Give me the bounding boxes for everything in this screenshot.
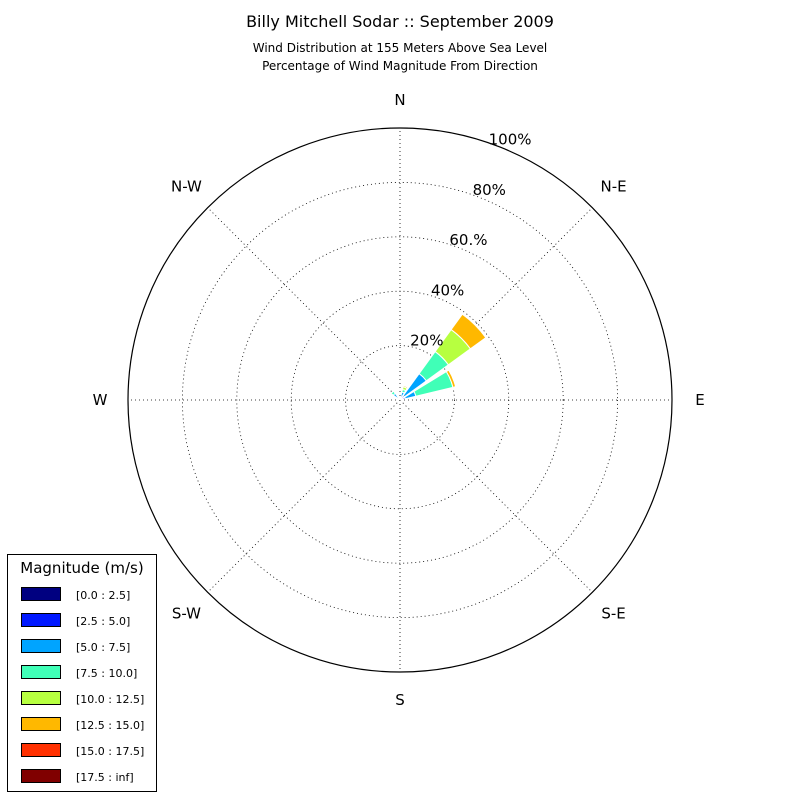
radial-tick-label-80: 80% [473,181,506,199]
legend-label: [12.5 : 15.0] [76,719,145,732]
radial-tick-label-40: 40% [431,281,464,299]
radial-gridline-60 [236,236,564,564]
legend-label: [7.5 : 10.0] [76,667,138,680]
spoke-n-w [207,207,401,401]
legend-swatch [21,717,61,731]
legend-swatch [21,587,61,601]
spoke-s-e [399,399,593,593]
legend-label: [17.5 : inf] [76,771,134,784]
legend-label: [5.0 : 7.5] [76,641,131,654]
direction-label-s-e: S-E [601,605,625,623]
legend-swatch [21,769,61,783]
legend-swatch [21,665,61,679]
radial-tick-label-100: 100% [489,131,532,149]
sector-337.5-bin-2 [397,396,401,400]
legend-label: [15.0 : 17.5] [76,745,145,758]
sector-67.5-bin-5 [445,369,457,388]
legend: Magnitude (m/s) [0.0 : 2.5] [2.5 : 5.0] [5… [7,554,157,792]
legend-title: Magnitude (m/s) [20,559,144,577]
sector-315-bin-3 [390,390,396,396]
direction-label-s: S [395,691,405,709]
direction-label-n: N [394,91,405,109]
chart-subtitle-line-2: Percentage of Wind Magnitude From Direct… [262,59,538,73]
spoke-n-e [399,207,593,401]
legend-swatch [21,639,61,653]
direction-label-e: E [695,391,704,409]
polar-labels: 20% 40% 60.% 80% 100% N N-E E S-E S S-W W N-W [93,91,705,709]
direction-label-s-w: S-W [172,605,201,623]
legend-label: [0.0 : 2.5] [76,589,131,602]
spoke-s-w [207,399,401,593]
legend-label: [2.5 : 5.0] [76,615,131,628]
legend-swatch [21,691,61,705]
radial-gridline-20 [345,345,455,455]
legend-label: [10.0 : 12.5] [76,693,145,706]
direction-label-n-e: N-E [600,177,626,195]
chart-subtitle-line-1: Wind Distribution at 155 Meters Above Se… [252,41,548,55]
direction-label-w: W [93,391,108,409]
polar-grid [127,127,673,673]
legend-swatch [21,743,61,757]
outer-circle [127,127,673,673]
chart-title: Billy Mitchell Sodar :: September 2009 [246,12,554,31]
radial-tick-label-60: 60.% [449,231,487,249]
legend-swatch [21,613,61,627]
direction-label-n-w: N-W [171,177,202,195]
wind-sectors [390,313,487,401]
sector-22.5-bin-5 [402,384,409,390]
radial-gridline-80 [181,181,619,619]
radial-tick-label-20: 20% [410,332,443,350]
sector-45-bin-5 [450,313,487,350]
